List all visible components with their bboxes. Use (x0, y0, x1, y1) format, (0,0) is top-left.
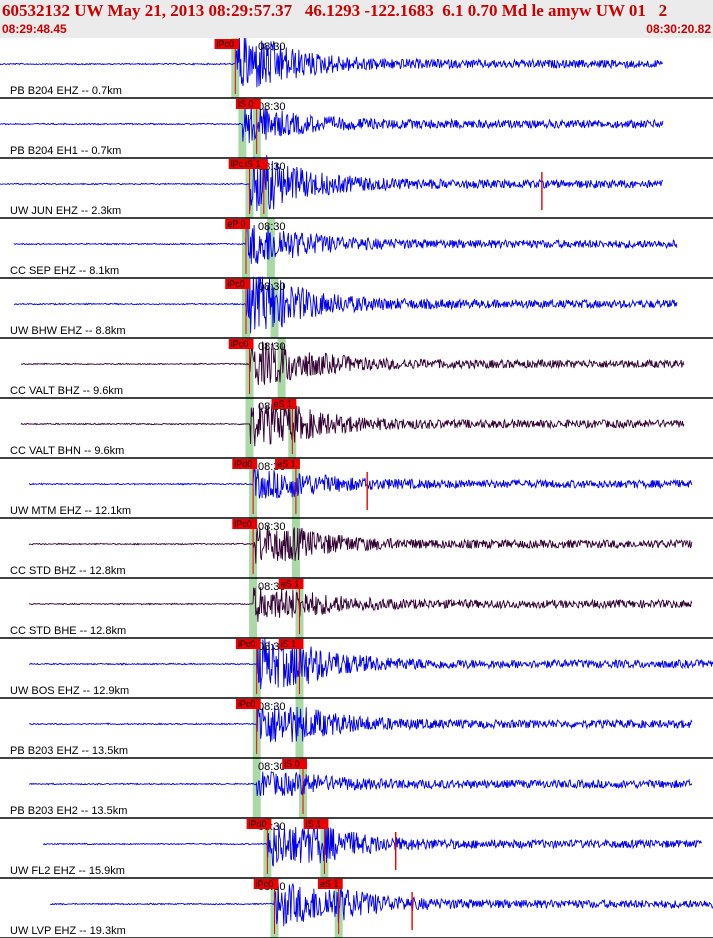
s-pick-label: iS 1 (281, 639, 297, 649)
p-pick-flag[interactable] (232, 519, 258, 529)
station-label: CC SEP EHZ -- 8.1km (10, 265, 119, 277)
p-pick-label: eP 0 (227, 219, 245, 229)
window-start-time: 08:29:48.45 (2, 22, 67, 36)
station-label: CC VALT BHZ -- 9.6km (10, 385, 123, 397)
p-pick-flag[interactable] (253, 879, 279, 889)
s-pick-label: iS 0 (238, 99, 254, 109)
s-pick-label: eS 1 (274, 399, 293, 409)
waveform-trace[interactable] (13, 220, 678, 264)
time-tick-label: 08:30 (258, 701, 286, 713)
s-pick-flag[interactable] (275, 459, 300, 469)
waveform-trace[interactable] (0, 38, 664, 88)
s-pick-flag[interactable] (271, 399, 297, 409)
time-tick-label: 08:30 (258, 521, 286, 533)
s-pick-flag[interactable] (278, 579, 304, 589)
station-label: CC STD BHE -- 12.8km (10, 625, 126, 637)
station-label: PB B204 EH1 -- 0.7km (10, 145, 121, 157)
time-tick-label: 08:30 (258, 41, 286, 53)
p-pick-label: iPd0 (234, 459, 252, 469)
p-pick-band (245, 398, 254, 458)
time-tick-label: 08:30 (258, 281, 286, 293)
waveform-trace[interactable] (42, 824, 703, 867)
waveform-trace[interactable] (28, 702, 693, 743)
s-pick-flag[interactable] (278, 639, 304, 649)
p-pick-label: iPc0 (231, 159, 249, 169)
window-end-time: 08:30:20.82 (646, 22, 711, 36)
station-label: CC VALT BHN -- 9.6km (10, 445, 124, 457)
station-label: UW BOS EHZ -- 12.9km (10, 685, 129, 697)
seismogram-panel[interactable]: 08:30 iPc0 PB B204 EHZ -- 0.7km 08:30 iS 0 PB… (0, 38, 713, 938)
time-tick-label: 08:30 (258, 641, 286, 653)
s-pick-flag[interactable] (303, 819, 329, 829)
waveform-trace[interactable] (28, 525, 693, 564)
station-label: PB B203 EH2 -- 13.5km (10, 805, 127, 817)
p-pick-flag[interactable] (228, 339, 254, 349)
s-pick-band (291, 518, 300, 578)
s-pick-label: iS 1 (245, 159, 261, 169)
p-pick-label: iPc0 (231, 339, 249, 349)
event-header: 60532132 UW May 21, 2013 08:29:57.37 46.… (0, 0, 713, 38)
s-pick-band (295, 698, 304, 758)
p-pick-flag[interactable] (214, 39, 240, 49)
station-label: UW JUN EHZ -- 2.3km (10, 205, 121, 217)
s-pick-label: iS 1 (306, 819, 322, 829)
station-label: PB B204 EHZ -- 0.7km (10, 85, 122, 97)
p-pick-flag[interactable] (225, 279, 250, 289)
s-pick-flag[interactable] (317, 879, 343, 889)
time-tick-label: 08:30 (258, 101, 286, 113)
s-pick-label: eS 1 (277, 459, 296, 469)
time-tick-label: 08:30 (258, 341, 286, 353)
s-pick-label: iS 0 (284, 759, 300, 769)
p-pick-label: iPc0 (217, 39, 235, 49)
p-pick-label: iPd0 (249, 819, 267, 829)
waveform-trace[interactable] (28, 586, 693, 622)
s-pick-flag[interactable] (282, 759, 307, 769)
p-pick-label: iPc0 (238, 699, 256, 709)
p-pick-flag[interactable] (235, 699, 261, 709)
s-pick-band (277, 338, 286, 398)
p-pick-label: iPc0 (256, 879, 274, 889)
station-label: CC STD BHZ -- 12.8km (10, 565, 126, 577)
station-label: UW BHW EHZ -- 8.8km (10, 325, 126, 337)
p-pick-label: iPc0 (234, 519, 252, 529)
event-title: 60532132 UW May 21, 2013 08:29:57.37 46.… (2, 1, 668, 20)
p-pick-label: iPc0 (238, 639, 256, 649)
p-pick-flag[interactable] (225, 219, 250, 229)
station-label: UW MTM EHZ -- 12.1km (10, 505, 131, 517)
waveform-trace[interactable] (28, 467, 693, 499)
p-pick-flag[interactable] (232, 459, 258, 469)
s-pick-label: eS 1 (320, 879, 339, 889)
waveform-trace[interactable] (0, 104, 664, 143)
waveform-trace[interactable] (20, 403, 685, 447)
time-tick-label: 08:30 (258, 221, 286, 233)
waveform-trace[interactable] (13, 276, 678, 334)
p-pick-flag[interactable] (228, 159, 254, 169)
station-label: UW FL2 EHZ -- 15.9km (10, 865, 125, 877)
station-label: UW LVP EHZ -- 19.3km (10, 925, 126, 937)
waveform-trace[interactable] (28, 638, 713, 690)
s-pick-label: eS 1 (281, 579, 300, 589)
time-tick-label: 08:30 (258, 761, 286, 773)
waveform-trace[interactable] (49, 882, 713, 927)
time-tick-label: 08:30 (258, 581, 286, 593)
p-pick-label: iPc0 (227, 279, 245, 289)
s-pick-flag[interactable] (235, 99, 261, 109)
p-pick-flag[interactable] (246, 819, 272, 829)
s-pick-flag[interactable] (243, 159, 268, 169)
p-pick-flag[interactable] (235, 639, 261, 649)
waveform-trace[interactable] (28, 771, 693, 797)
waveform-trace[interactable] (0, 154, 664, 212)
p-pick-band (249, 578, 258, 638)
station-label: PB B203 EHZ -- 13.5km (10, 745, 128, 757)
waveform-trace[interactable] (20, 341, 685, 385)
